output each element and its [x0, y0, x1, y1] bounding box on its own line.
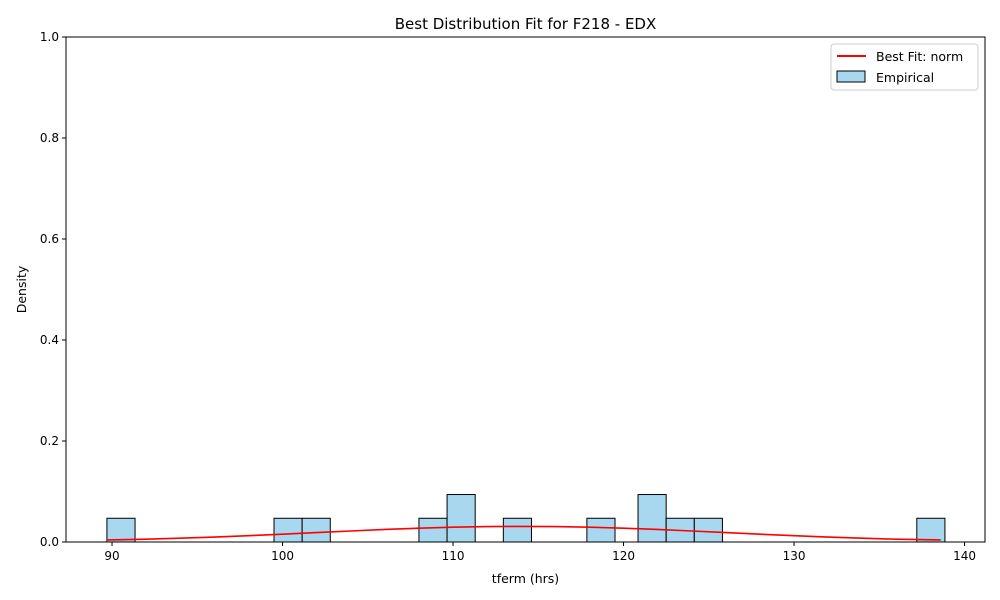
histogram-bar-7: [586, 517, 616, 543]
fit-curve-layer: [106, 525, 941, 541]
legend-box: [830, 43, 979, 91]
y-tick-label-0.0: 0.0: [40, 535, 59, 549]
x-tick-label-100: 100: [271, 549, 294, 563]
y-tick-label-0.4: 0.4: [40, 333, 59, 347]
y-tick-label-0.8: 0.8: [40, 131, 59, 145]
y-tick-label-0.6: 0.6: [40, 232, 59, 246]
histogram-bar-4: [418, 517, 448, 543]
x-tick-label-90: 90: [104, 549, 119, 563]
histogram-bar-11: [916, 517, 946, 543]
fit-curve-norm: [106, 525, 941, 541]
legend-empirical-label: Empirical: [876, 70, 934, 85]
y-axis-label: Density: [14, 265, 29, 313]
plot-frame: [65, 36, 986, 543]
histogram-bar-1: [106, 517, 136, 543]
x-tick-label-130: 130: [783, 549, 806, 563]
x-axis-label: tferm (hrs): [492, 571, 559, 586]
histogram-bar-3: [301, 517, 331, 543]
y-axis-ticks: 0.0 0.2 0.4 0.6 0.8 1.0: [40, 30, 66, 549]
legend-fit-label: Best Fit: norm: [876, 49, 963, 64]
histogram-bar-6: [502, 517, 532, 543]
histogram-bar-10: [693, 517, 723, 543]
y-tick-label-1.0: 1.0: [40, 30, 59, 44]
x-tick-label-120: 120: [612, 549, 635, 563]
histogram-bar-2: [273, 517, 303, 543]
legend-empirical-swatch: [836, 70, 866, 83]
y-tick-label-0.2: 0.2: [40, 434, 59, 448]
chart-title: Best Distribution Fit for F218 - EDX: [395, 15, 657, 33]
histogram-bar-5: [446, 494, 476, 543]
legend: Best Fit: norm Empirical: [830, 43, 979, 91]
x-tick-label-140: 140: [953, 549, 976, 563]
histogram-bars: [106, 494, 946, 543]
histogram-bar-8: [637, 494, 667, 543]
x-tick-label-110: 110: [442, 549, 465, 563]
x-axis-ticks: 90 100 110 120 130 140: [104, 542, 976, 563]
